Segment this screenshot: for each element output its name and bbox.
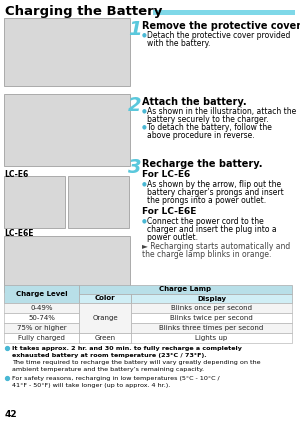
Text: Attach the battery.: Attach the battery.	[142, 97, 247, 107]
Bar	[4, 176, 65, 228]
Bar	[153, 10, 295, 15]
Bar	[131, 303, 292, 313]
Text: Blinks twice per second: Blinks twice per second	[170, 315, 253, 321]
Text: Charge Lamp: Charge Lamp	[159, 286, 212, 292]
Text: power outlet.: power outlet.	[147, 233, 198, 242]
Bar	[68, 176, 129, 228]
Bar	[4, 285, 79, 303]
Text: 1: 1	[128, 20, 142, 39]
Text: ► Recharging starts automatically and: ► Recharging starts automatically and	[142, 242, 290, 251]
Bar	[4, 303, 79, 313]
Text: battery securely to the charger.: battery securely to the charger.	[147, 115, 268, 124]
Text: Charge Level: Charge Level	[16, 291, 67, 297]
Text: 2: 2	[128, 96, 142, 115]
Text: To detach the battery, follow the: To detach the battery, follow the	[147, 123, 272, 132]
Text: LC-E6E: LC-E6E	[4, 229, 34, 238]
Text: ●: ●	[142, 32, 147, 37]
Text: Orange: Orange	[92, 315, 118, 321]
Text: with the battery.: with the battery.	[147, 39, 210, 48]
Text: For LC-E6: For LC-E6	[142, 170, 190, 179]
Bar	[79, 323, 131, 333]
Text: the prongs into a power outlet.: the prongs into a power outlet.	[147, 196, 266, 205]
Text: Display: Display	[197, 296, 226, 302]
Text: exhausted battery at room temperature (23°C / 73°F).: exhausted battery at room temperature (2…	[12, 353, 207, 358]
Text: above procedure in reverse.: above procedure in reverse.	[147, 131, 255, 140]
Text: It takes approx. 2 hr. and 30 min. to fully recharge a completely: It takes approx. 2 hr. and 30 min. to fu…	[12, 346, 242, 351]
Text: For LC-E6E: For LC-E6E	[142, 207, 197, 216]
Bar	[131, 333, 292, 343]
Bar	[131, 294, 292, 303]
Bar	[79, 285, 292, 294]
Text: Blinks once per second: Blinks once per second	[171, 305, 252, 311]
Text: 41°F - 50°F) will take longer (up to approx. 4 hr.).: 41°F - 50°F) will take longer (up to app…	[12, 383, 170, 388]
Text: 50-74%: 50-74%	[28, 315, 55, 321]
Text: the charge lamp blinks in orange.: the charge lamp blinks in orange.	[142, 250, 272, 259]
Text: Blinks three times per second: Blinks three times per second	[159, 325, 264, 331]
Text: Fully charged: Fully charged	[18, 335, 65, 341]
Bar	[131, 313, 292, 323]
Bar	[79, 333, 131, 343]
Text: ●: ●	[142, 108, 147, 113]
Text: Lights up: Lights up	[195, 335, 228, 341]
Text: The time required to recharge the battery will vary greatly depending on the: The time required to recharge the batter…	[12, 360, 261, 365]
Bar	[4, 323, 79, 333]
Bar	[4, 333, 79, 343]
Text: ●: ●	[142, 181, 147, 186]
Text: LC-E6: LC-E6	[4, 170, 28, 179]
Bar	[4, 236, 130, 292]
Text: charger and insert the plug into a: charger and insert the plug into a	[147, 225, 277, 234]
Text: For safety reasons, recharging in low temperatures (5°C - 10°C /: For safety reasons, recharging in low te…	[12, 376, 220, 381]
Bar	[131, 323, 292, 333]
Text: Remove the protective cover.: Remove the protective cover.	[142, 21, 300, 31]
Text: Recharge the battery.: Recharge the battery.	[142, 159, 262, 169]
Text: Green: Green	[94, 335, 116, 341]
Text: 75% or higher: 75% or higher	[17, 325, 66, 331]
Bar	[79, 303, 131, 333]
Text: ambient temperature and the battery’s remaining capacity.: ambient temperature and the battery’s re…	[12, 367, 204, 372]
Text: Connect the power cord to the: Connect the power cord to the	[147, 217, 264, 226]
Text: 42: 42	[5, 410, 18, 419]
Bar	[4, 313, 79, 323]
Text: ●: ●	[142, 124, 147, 129]
Bar	[79, 303, 131, 313]
Text: ●: ●	[142, 218, 147, 223]
Text: As shown by the arrow, flip out the: As shown by the arrow, flip out the	[147, 180, 281, 189]
Bar	[4, 94, 130, 166]
Text: 3: 3	[128, 158, 142, 177]
Bar	[79, 333, 131, 343]
Text: Color: Color	[95, 296, 115, 302]
Text: Detach the protective cover provided: Detach the protective cover provided	[147, 31, 290, 40]
Bar	[79, 313, 131, 323]
Text: 0-49%: 0-49%	[30, 305, 53, 311]
Bar	[4, 18, 130, 86]
Text: battery charger’s prongs and insert: battery charger’s prongs and insert	[147, 188, 284, 197]
Bar	[79, 294, 131, 303]
Text: As shown in the illustration, attach the: As shown in the illustration, attach the	[147, 107, 296, 116]
Text: Charging the Battery: Charging the Battery	[5, 5, 162, 18]
